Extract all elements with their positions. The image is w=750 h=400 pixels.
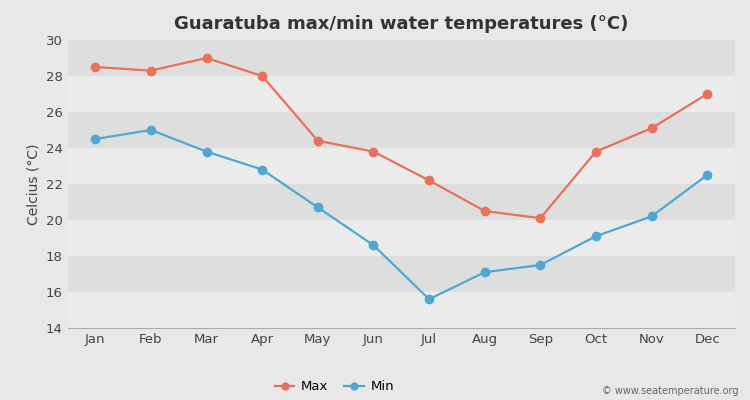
Bar <box>68 148 735 184</box>
Bar <box>68 184 735 220</box>
Min <box>536 262 544 267</box>
Max <box>536 216 544 221</box>
Min <box>91 137 100 142</box>
Min <box>202 149 211 154</box>
Min <box>592 234 601 238</box>
Text: © www.seatemperature.org: © www.seatemperature.org <box>602 386 739 396</box>
Bar <box>68 40 735 76</box>
Max <box>146 68 155 73</box>
Min <box>258 167 267 172</box>
Min <box>424 297 433 302</box>
Max <box>647 126 656 130</box>
Line: Max: Max <box>92 54 711 222</box>
Y-axis label: Celcius (°C): Celcius (°C) <box>26 143 40 225</box>
Min <box>314 205 322 210</box>
Bar <box>68 112 735 148</box>
Title: Guaratuba max/min water temperatures (°C): Guaratuba max/min water temperatures (°C… <box>174 15 628 33</box>
Bar <box>68 76 735 112</box>
Max <box>369 149 378 154</box>
Max <box>91 64 100 70</box>
Min <box>647 214 656 219</box>
Max <box>592 149 601 154</box>
Bar <box>68 292 735 328</box>
Max <box>480 209 489 214</box>
Bar <box>68 220 735 256</box>
Min <box>703 173 712 178</box>
Bar <box>68 256 735 292</box>
Max <box>314 138 322 143</box>
Max <box>202 56 211 60</box>
Max <box>424 178 433 183</box>
Line: Min: Min <box>92 126 711 303</box>
Min <box>146 128 155 132</box>
Min <box>480 270 489 274</box>
Min <box>369 243 378 248</box>
Legend: Max, Min: Max, Min <box>269 375 400 398</box>
Max <box>258 74 267 78</box>
Max <box>703 92 712 96</box>
